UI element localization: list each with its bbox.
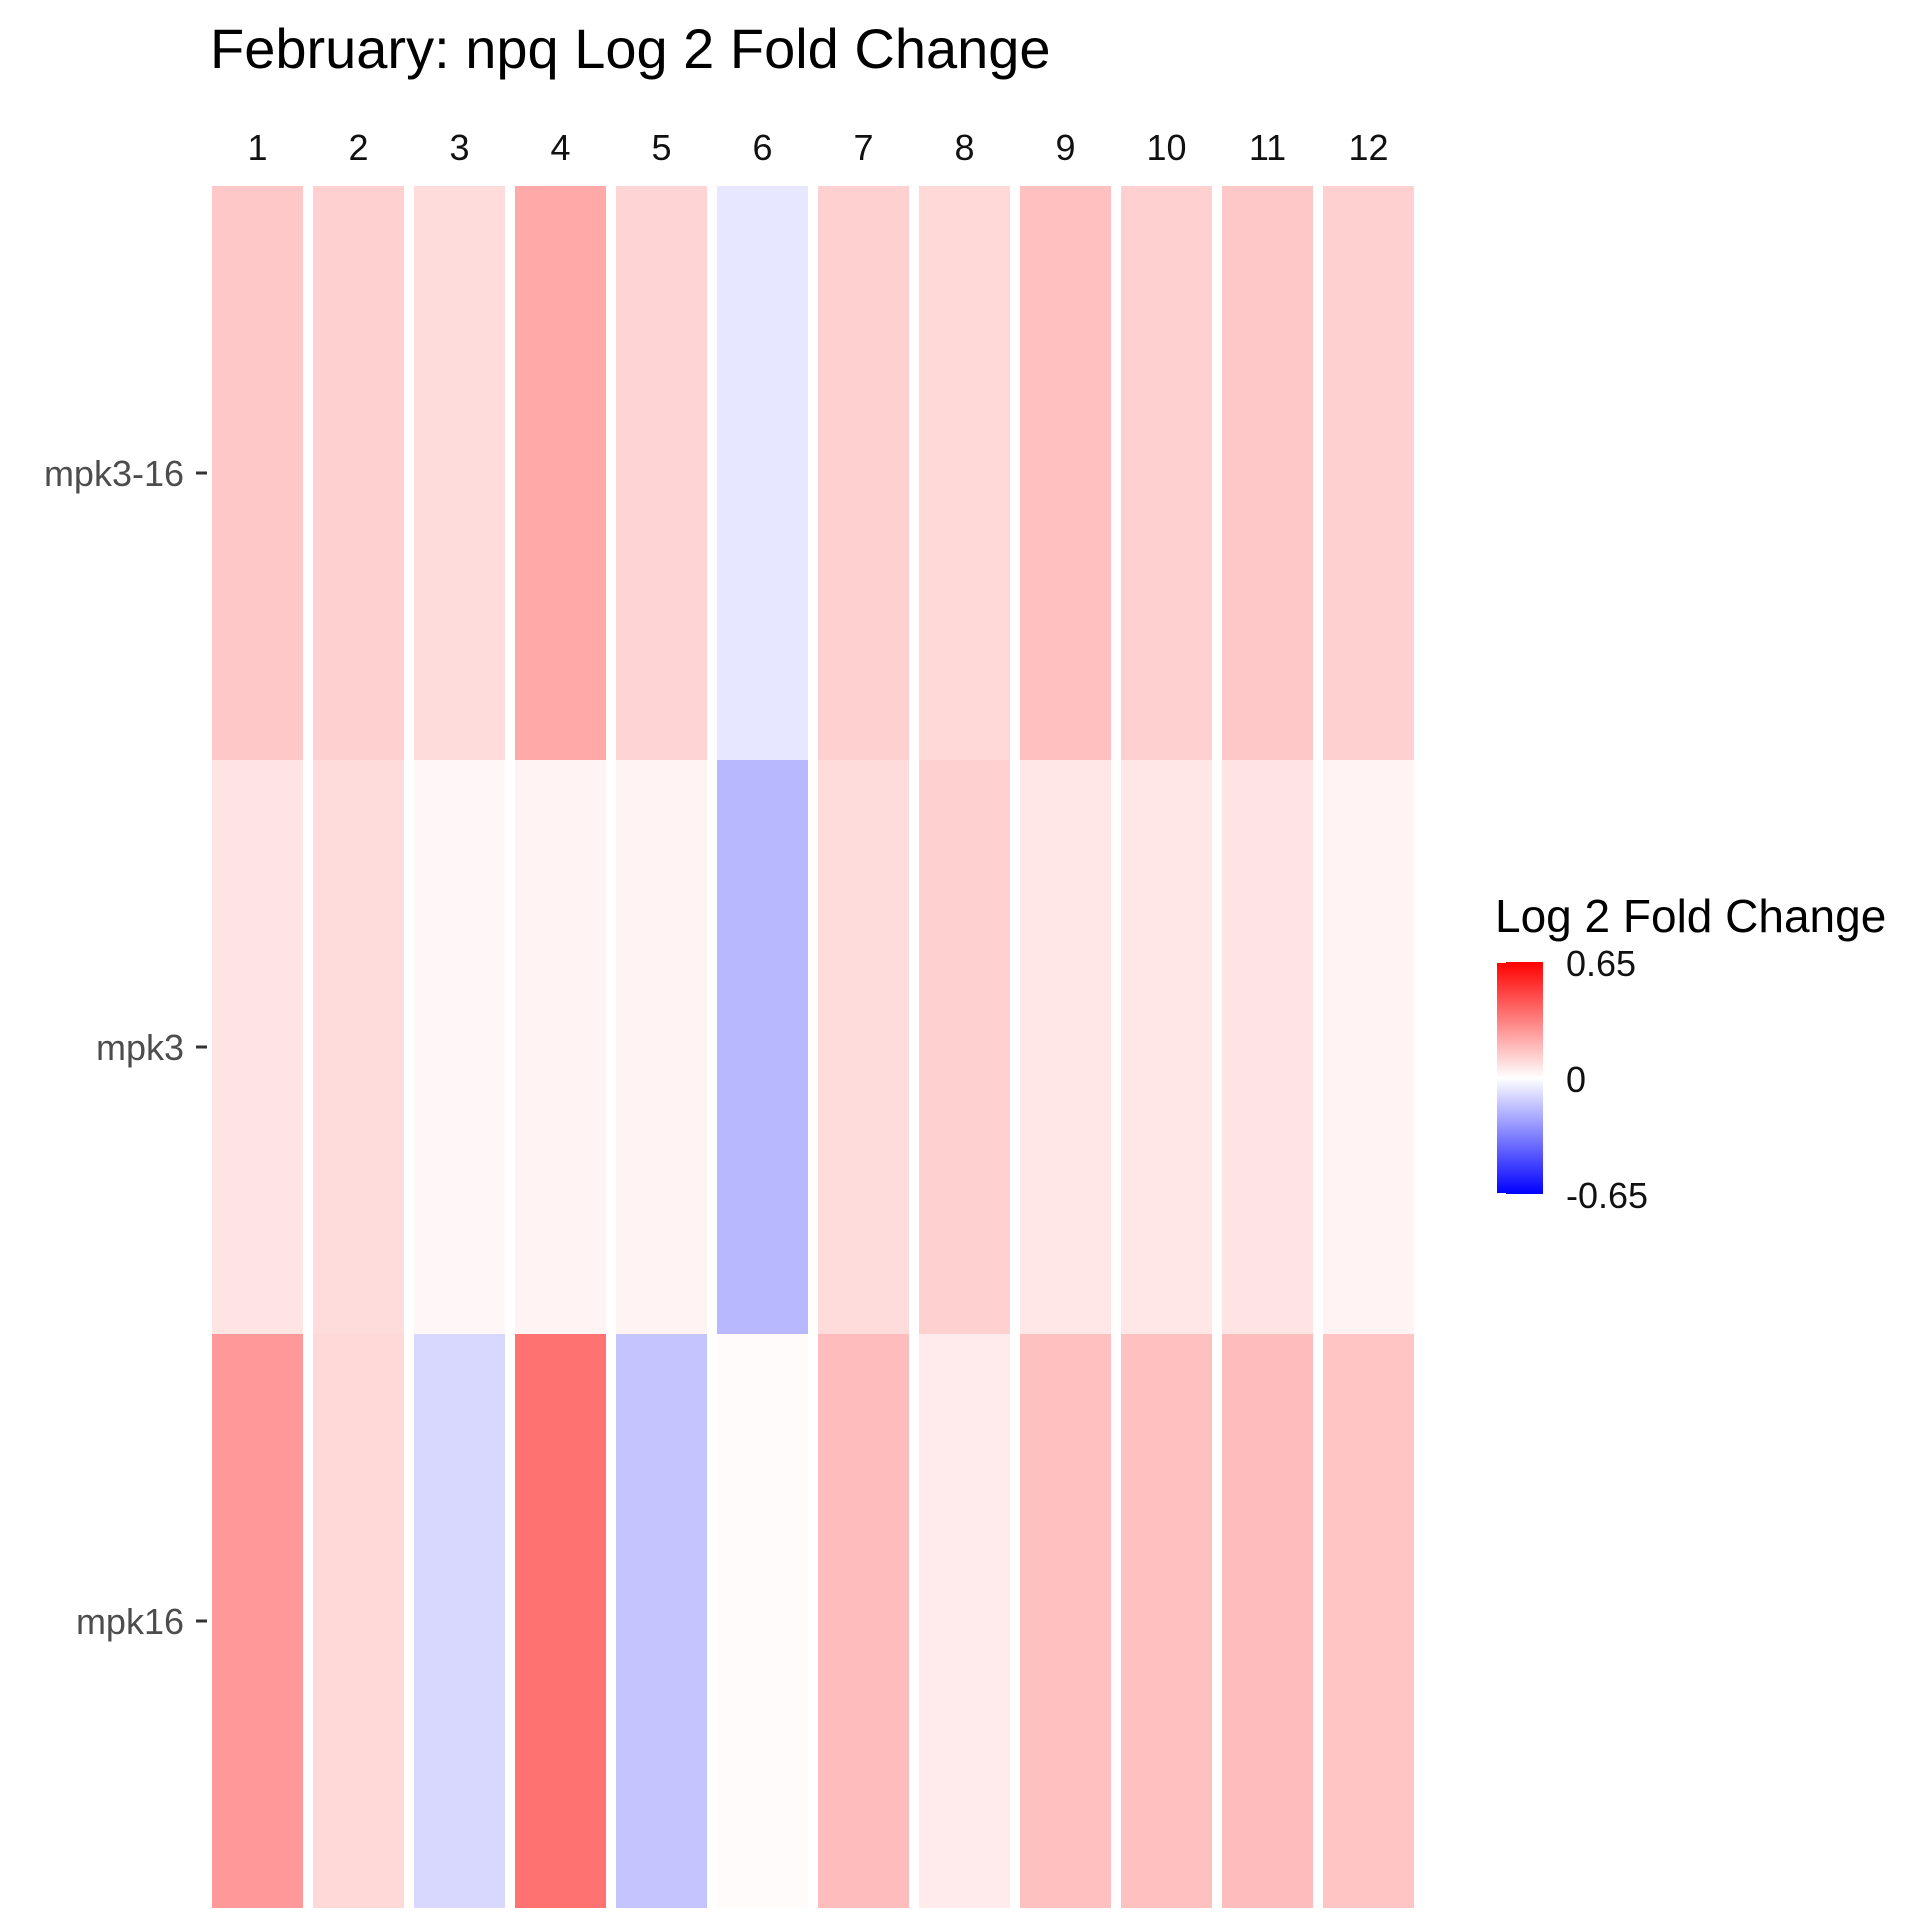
legend-tick-high: 0.65 [1566, 943, 1636, 984]
heatmap-cells [212, 186, 1414, 1908]
column-label-7: 7 [853, 127, 873, 168]
heatmap-cell-mpk16-2 [313, 1334, 404, 1908]
heatmap-cell-mpk3-16-5 [616, 186, 707, 760]
heatmap-cell-mpk3-16-10 [1121, 186, 1212, 760]
chart-title: February: npq Log 2 Fold Change [210, 17, 1051, 80]
heatmap-cell-mpk3-4 [515, 760, 606, 1334]
heatmap-cell-mpk3-16-2 [313, 186, 404, 760]
column-label-2: 2 [348, 127, 368, 168]
heatmap-cell-mpk3-16-1 [212, 186, 303, 760]
column-label-5: 5 [651, 127, 671, 168]
column-label-1: 1 [247, 127, 267, 168]
heatmap-cell-mpk3-16-4 [515, 186, 606, 760]
heatmap-cell-mpk3-12 [1323, 760, 1414, 1334]
column-label-4: 4 [550, 127, 570, 168]
column-label-10: 10 [1146, 127, 1186, 168]
heatmap-cell-mpk3-9 [1020, 760, 1111, 1334]
heatmap-cell-mpk16-11 [1222, 1334, 1313, 1908]
heatmap-cell-mpk16-4 [515, 1334, 606, 1908]
heatmap-cell-mpk3-7 [818, 760, 909, 1334]
heatmap-cell-mpk3-10 [1121, 760, 1212, 1334]
heatmap-cell-mpk16-9 [1020, 1334, 1111, 1908]
row-label-mpk16: mpk16 [76, 1601, 184, 1642]
column-label-6: 6 [752, 127, 772, 168]
column-label-8: 8 [954, 127, 974, 168]
heatmap-cell-mpk16-10 [1121, 1334, 1212, 1908]
heatmap-cell-mpk3-8 [919, 760, 1010, 1334]
heatmap-cell-mpk3-11 [1222, 760, 1313, 1334]
legend: Log 2 Fold Change 0.65 0 -0.65 [1495, 890, 1886, 1216]
legend-tick-mid: 0 [1566, 1059, 1586, 1100]
heatmap-cell-mpk16-5 [616, 1334, 707, 1908]
row-label-mpk3-16: mpk3-16 [44, 453, 184, 494]
heatmap-cell-mpk16-12 [1323, 1334, 1414, 1908]
heatmap-cell-mpk16-8 [919, 1334, 1010, 1908]
heatmap-cell-mpk3-2 [313, 760, 404, 1334]
heatmap-cell-mpk3-16-12 [1323, 186, 1414, 760]
heatmap-cell-mpk3-16-7 [818, 186, 909, 760]
heatmap-cell-mpk3-16-3 [414, 186, 505, 760]
column-label-9: 9 [1055, 127, 1075, 168]
row-labels: mpk3-16 mpk3 mpk16 [44, 453, 207, 1642]
heatmap-cell-mpk3-16-11 [1222, 186, 1313, 760]
column-label-12: 12 [1348, 127, 1388, 168]
heatmap-cell-mpk3-5 [616, 760, 707, 1334]
heatmap-cell-mpk3-6 [717, 760, 808, 1334]
heatmap-cell-mpk16-1 [212, 1334, 303, 1908]
heatmap-cell-mpk3-16-9 [1020, 186, 1111, 760]
legend-title: Log 2 Fold Change [1495, 890, 1886, 942]
heatmap-cell-mpk3-1 [212, 760, 303, 1334]
heatmap-cell-mpk16-6 [717, 1334, 808, 1908]
row-label-mpk3: mpk3 [96, 1027, 184, 1068]
heatmap-cell-mpk3-16-8 [919, 186, 1010, 760]
heatmap-cell-mpk3-3 [414, 760, 505, 1334]
heatmap-cell-mpk16-7 [818, 1334, 909, 1908]
heatmap-cell-mpk3-16-6 [717, 186, 808, 760]
heatmap-cell-mpk16-3 [414, 1334, 505, 1908]
legend-tick-low: -0.65 [1566, 1175, 1648, 1216]
column-label-11: 11 [1249, 127, 1286, 168]
column-labels: 1 2 3 4 5 6 7 8 9 10 11 12 [247, 127, 1388, 168]
column-label-3: 3 [449, 127, 469, 168]
